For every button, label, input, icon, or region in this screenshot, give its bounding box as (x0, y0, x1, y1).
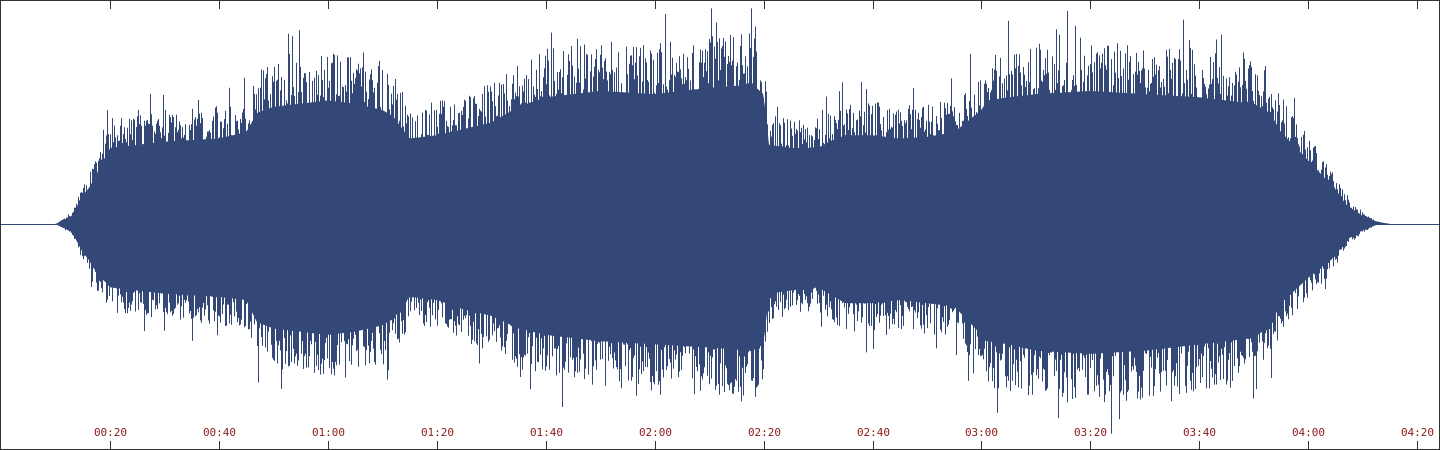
time-tick-label: 03:00 (965, 426, 998, 439)
time-tick-label: 00:20 (94, 426, 127, 439)
time-tick-label: 01:20 (421, 426, 454, 439)
time-tick-label: 00:40 (203, 426, 236, 439)
time-axis-ticks (110, 1, 1418, 449)
time-tick-label: 02:20 (748, 426, 781, 439)
waveform-amplitude-group (1, 8, 1439, 434)
time-tick-label: 01:00 (312, 426, 345, 439)
time-tick-label: 03:20 (1074, 426, 1107, 439)
time-tick-label: 04:00 (1292, 426, 1325, 439)
time-tick-label: 04:20 (1401, 426, 1434, 439)
time-tick-label: 01:40 (530, 426, 563, 439)
time-tick-label: 02:40 (857, 426, 890, 439)
time-tick-label: 03:40 (1183, 426, 1216, 439)
time-tick-label: 02:00 (639, 426, 672, 439)
time-axis-labels: 00:20 00:40 01:00 01:20 01:40 02:00 02:20 02:40… (94, 426, 1434, 439)
